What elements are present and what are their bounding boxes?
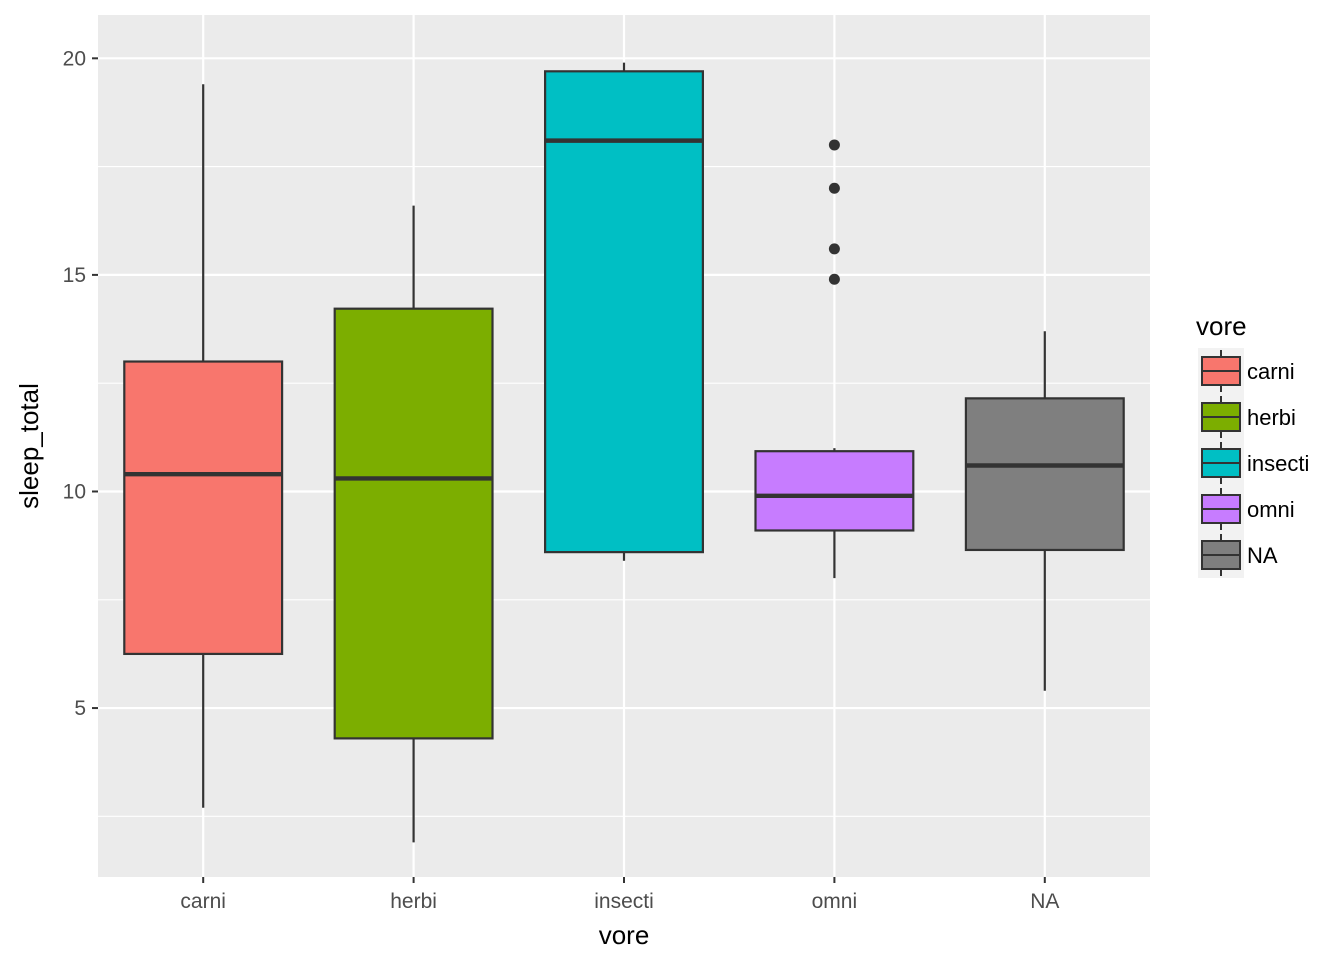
x-tick-label: insecti [594, 890, 654, 913]
box-iqr [333, 307, 494, 740]
x-axis: carni herbi insecti omni NA [180, 877, 1059, 913]
y-tick-label: 5 [74, 697, 86, 720]
legend-item-omni: omni [1198, 486, 1295, 532]
box-iqr [964, 397, 1125, 552]
y-axis-title: sleep_total [14, 383, 44, 509]
y-tick-label: 20 [63, 47, 86, 70]
x-axis-title: vore [599, 920, 650, 950]
boxes [123, 62, 1125, 843]
box-iqr [754, 450, 915, 532]
legend-label: carni [1247, 359, 1295, 384]
y-tick-label: 10 [63, 480, 86, 503]
x-tick-label: herbi [390, 890, 437, 913]
x-tick-label: NA [1030, 890, 1059, 913]
legend-label: omni [1247, 497, 1295, 522]
x-tick-label: carni [180, 890, 226, 913]
legend-item-herbi: herbi [1198, 394, 1296, 440]
outlier-point [828, 182, 840, 194]
legend-title: vore [1196, 311, 1247, 341]
legend-item-NA: NA [1198, 532, 1278, 578]
legend-label: insecti [1247, 451, 1309, 476]
box-iqr [543, 70, 704, 554]
legend: vore carni herbi insecti omni NA [1196, 311, 1309, 578]
legend-item-carni: carni [1198, 348, 1295, 394]
legend-label: NA [1247, 543, 1278, 568]
box-NA [964, 331, 1125, 691]
outlier-point [828, 139, 840, 151]
y-axis: 5 10 15 20 [63, 47, 98, 720]
box-insecti [543, 62, 704, 561]
box-herbi [333, 205, 494, 843]
box-carni [123, 84, 284, 808]
box-omni [754, 139, 915, 579]
outlier-point [828, 273, 840, 285]
outlier-point [828, 243, 840, 255]
legend-label: herbi [1247, 405, 1296, 430]
y-tick-label: 15 [63, 264, 86, 287]
box-iqr [123, 360, 284, 656]
x-tick-label: omni [812, 890, 858, 913]
legend-item-insecti: insecti [1198, 440, 1309, 486]
